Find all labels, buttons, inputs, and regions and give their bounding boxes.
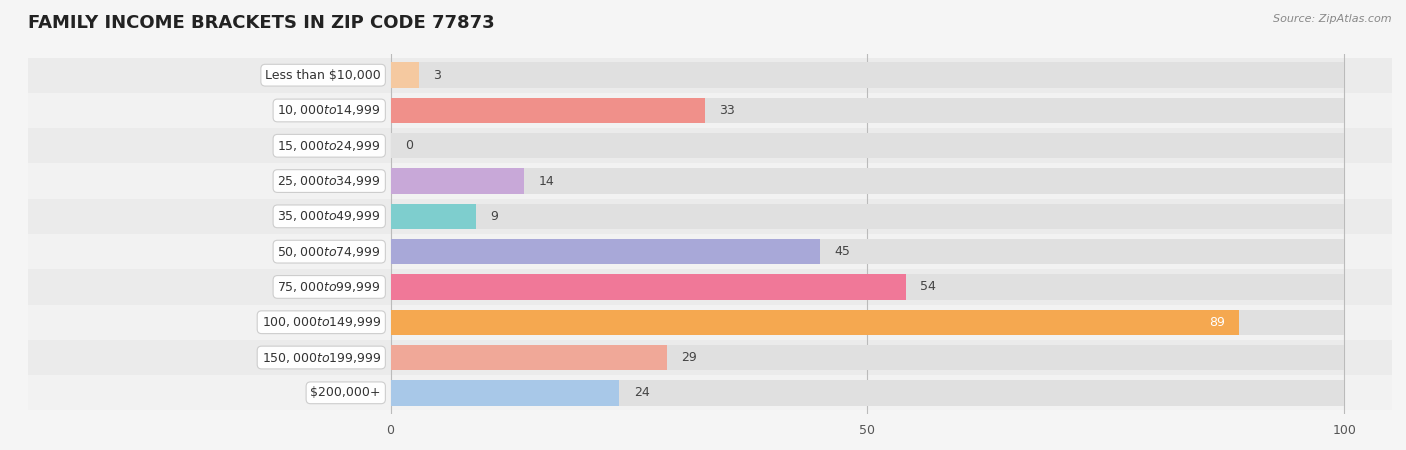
Text: $75,000 to $99,999: $75,000 to $99,999 bbox=[277, 280, 381, 294]
Bar bbox=[28, 93, 1392, 128]
Bar bbox=[28, 269, 1392, 305]
Text: 89: 89 bbox=[1209, 316, 1225, 329]
Bar bbox=[391, 239, 1344, 264]
Text: 3: 3 bbox=[433, 69, 441, 82]
Text: $10,000 to $14,999: $10,000 to $14,999 bbox=[277, 104, 381, 117]
Bar bbox=[391, 204, 1344, 229]
Bar bbox=[391, 274, 905, 300]
Bar bbox=[391, 239, 820, 264]
Bar bbox=[391, 310, 1344, 335]
Text: $50,000 to $74,999: $50,000 to $74,999 bbox=[277, 245, 381, 259]
Text: $150,000 to $199,999: $150,000 to $199,999 bbox=[262, 351, 381, 364]
Bar bbox=[391, 98, 706, 123]
Bar bbox=[391, 345, 1344, 370]
Text: $100,000 to $149,999: $100,000 to $149,999 bbox=[262, 315, 381, 329]
Bar bbox=[28, 305, 1392, 340]
Bar bbox=[391, 345, 666, 370]
Bar bbox=[391, 310, 1239, 335]
Text: FAMILY INCOME BRACKETS IN ZIP CODE 77873: FAMILY INCOME BRACKETS IN ZIP CODE 77873 bbox=[28, 14, 495, 32]
Bar bbox=[28, 58, 1392, 93]
Text: 33: 33 bbox=[720, 104, 735, 117]
Bar bbox=[28, 234, 1392, 269]
Bar bbox=[28, 199, 1392, 234]
Bar bbox=[28, 163, 1392, 199]
Bar bbox=[391, 63, 1344, 88]
Bar bbox=[391, 98, 1344, 123]
Text: $35,000 to $49,999: $35,000 to $49,999 bbox=[277, 209, 381, 223]
Text: 0: 0 bbox=[405, 139, 413, 152]
Bar bbox=[391, 63, 419, 88]
Text: 45: 45 bbox=[834, 245, 849, 258]
Bar bbox=[391, 274, 1344, 300]
Text: Less than $10,000: Less than $10,000 bbox=[266, 69, 381, 82]
Text: 24: 24 bbox=[634, 386, 650, 399]
Bar bbox=[391, 133, 1344, 158]
Text: 9: 9 bbox=[491, 210, 499, 223]
Bar bbox=[391, 204, 477, 229]
Text: 54: 54 bbox=[920, 280, 936, 293]
Bar bbox=[28, 340, 1392, 375]
Bar bbox=[391, 168, 524, 194]
Bar bbox=[391, 380, 620, 405]
Bar bbox=[391, 168, 1344, 194]
Text: $25,000 to $34,999: $25,000 to $34,999 bbox=[277, 174, 381, 188]
Bar bbox=[391, 380, 1344, 405]
Text: 29: 29 bbox=[682, 351, 697, 364]
Bar bbox=[28, 128, 1392, 163]
Text: Source: ZipAtlas.com: Source: ZipAtlas.com bbox=[1274, 14, 1392, 23]
Text: $200,000+: $200,000+ bbox=[311, 386, 381, 399]
Bar bbox=[28, 375, 1392, 410]
Text: $15,000 to $24,999: $15,000 to $24,999 bbox=[277, 139, 381, 153]
Text: 14: 14 bbox=[538, 175, 554, 188]
